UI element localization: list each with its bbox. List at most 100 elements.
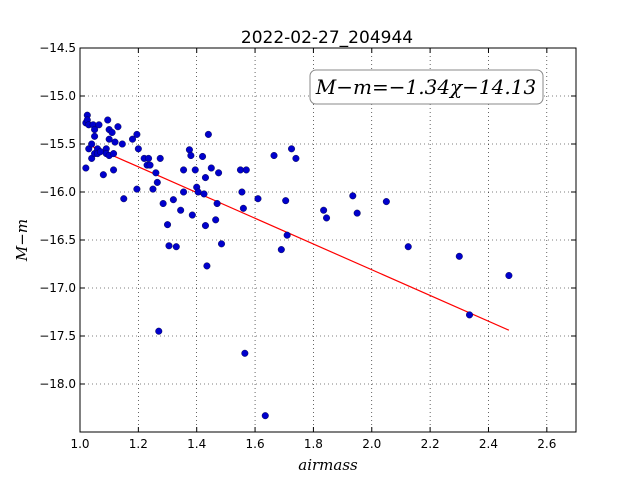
data-point	[204, 130, 212, 138]
data-point	[156, 154, 164, 162]
data-point	[169, 196, 177, 204]
data-point	[153, 178, 161, 186]
data-point	[180, 166, 188, 174]
data-point	[270, 152, 278, 160]
y-tick-label: −16.0	[39, 185, 76, 199]
data-point	[323, 214, 331, 222]
data-point	[201, 174, 209, 182]
data-point	[120, 195, 128, 203]
data-point	[155, 327, 163, 335]
y-tick-label: −15.5	[39, 137, 76, 151]
data-point	[188, 211, 196, 219]
data-point	[159, 200, 167, 208]
data-point	[212, 216, 220, 224]
data-point	[218, 240, 226, 248]
data-point	[95, 121, 103, 129]
data-point	[99, 171, 107, 179]
data-point	[185, 146, 193, 154]
data-point	[466, 311, 474, 319]
data-point	[96, 148, 104, 156]
data-point	[194, 188, 202, 196]
data-points	[82, 111, 513, 420]
data-point	[146, 161, 154, 169]
data-point	[404, 243, 412, 251]
data-point	[282, 197, 290, 205]
fit-line	[88, 144, 510, 331]
data-point	[88, 140, 96, 148]
data-point	[238, 188, 246, 196]
data-point	[353, 209, 361, 217]
data-point	[239, 204, 247, 212]
fit-line-group	[88, 144, 510, 331]
x-tick-label: 1.4	[187, 437, 206, 451]
data-point	[203, 262, 211, 270]
data-point	[165, 242, 173, 250]
data-point	[215, 169, 223, 177]
data-point	[213, 200, 221, 208]
y-tick-label: −17.0	[39, 281, 76, 295]
data-point	[191, 166, 199, 174]
data-point	[108, 128, 116, 136]
data-point	[152, 169, 160, 177]
data-point	[129, 135, 137, 143]
data-point	[111, 138, 119, 146]
data-point	[292, 154, 300, 162]
chart-title: 2022-02-27_204944	[241, 28, 413, 48]
data-point	[145, 154, 153, 162]
data-point	[199, 152, 207, 160]
data-point	[283, 231, 291, 239]
fit-equation-box: M−m=−1.34χ−14.13	[309, 69, 544, 105]
data-point	[180, 188, 188, 196]
y-tick-label: −14.5	[39, 41, 76, 55]
fit-equation: M−m=−1.34χ−14.13	[315, 75, 536, 99]
data-point	[349, 192, 357, 200]
y-axis-label: M−m	[13, 219, 31, 262]
data-point	[164, 221, 172, 229]
data-point	[177, 206, 185, 214]
y-tick-label: −17.5	[39, 329, 76, 343]
data-point	[200, 190, 208, 198]
x-axis-ticks: 1.0 1.2 1.4 1.6 1.8 2.0 2.2 2.4 2.6	[70, 48, 556, 451]
data-point	[110, 166, 118, 174]
data-point	[105, 135, 113, 143]
data-point	[254, 195, 262, 203]
data-point	[114, 123, 122, 131]
data-point	[288, 145, 296, 153]
data-point	[242, 166, 250, 174]
data-point	[382, 198, 390, 206]
x-tick-label: 2.4	[479, 437, 498, 451]
x-tick-label: 2.6	[537, 437, 556, 451]
x-tick-label: 1.0	[70, 437, 89, 451]
x-tick-label: 1.8	[304, 437, 323, 451]
x-tick-label: 2.2	[421, 437, 440, 451]
data-point	[104, 116, 112, 124]
x-tick-label: 2.0	[362, 437, 381, 451]
data-point	[118, 140, 126, 148]
x-axis-label: airmass	[298, 456, 358, 474]
x-tick-label: 1.6	[246, 437, 265, 451]
y-axis-ticks: −14.5 −15.0 −15.5 −16.0 −16.5 −17.0 −17.5 −18.0	[39, 41, 576, 391]
y-tick-label: −15.0	[39, 89, 76, 103]
x-tick-label: 1.2	[129, 437, 148, 451]
annotation-box	[309, 69, 544, 105]
data-point	[134, 145, 142, 153]
data-point	[133, 185, 141, 193]
data-point	[110, 150, 118, 158]
data-point	[277, 246, 285, 254]
data-point	[201, 222, 209, 230]
data-point	[149, 185, 157, 193]
data-point	[172, 243, 180, 251]
data-point	[320, 206, 328, 214]
data-point	[241, 349, 249, 357]
data-point	[82, 164, 90, 172]
y-tick-label: −16.5	[39, 233, 76, 247]
data-point	[236, 166, 244, 174]
data-point	[91, 132, 99, 140]
data-point	[505, 272, 513, 280]
data-point	[187, 152, 195, 160]
y-tick-label: −18.0	[39, 377, 76, 391]
data-point	[133, 130, 141, 138]
data-point	[455, 252, 463, 260]
data-point	[207, 164, 215, 172]
